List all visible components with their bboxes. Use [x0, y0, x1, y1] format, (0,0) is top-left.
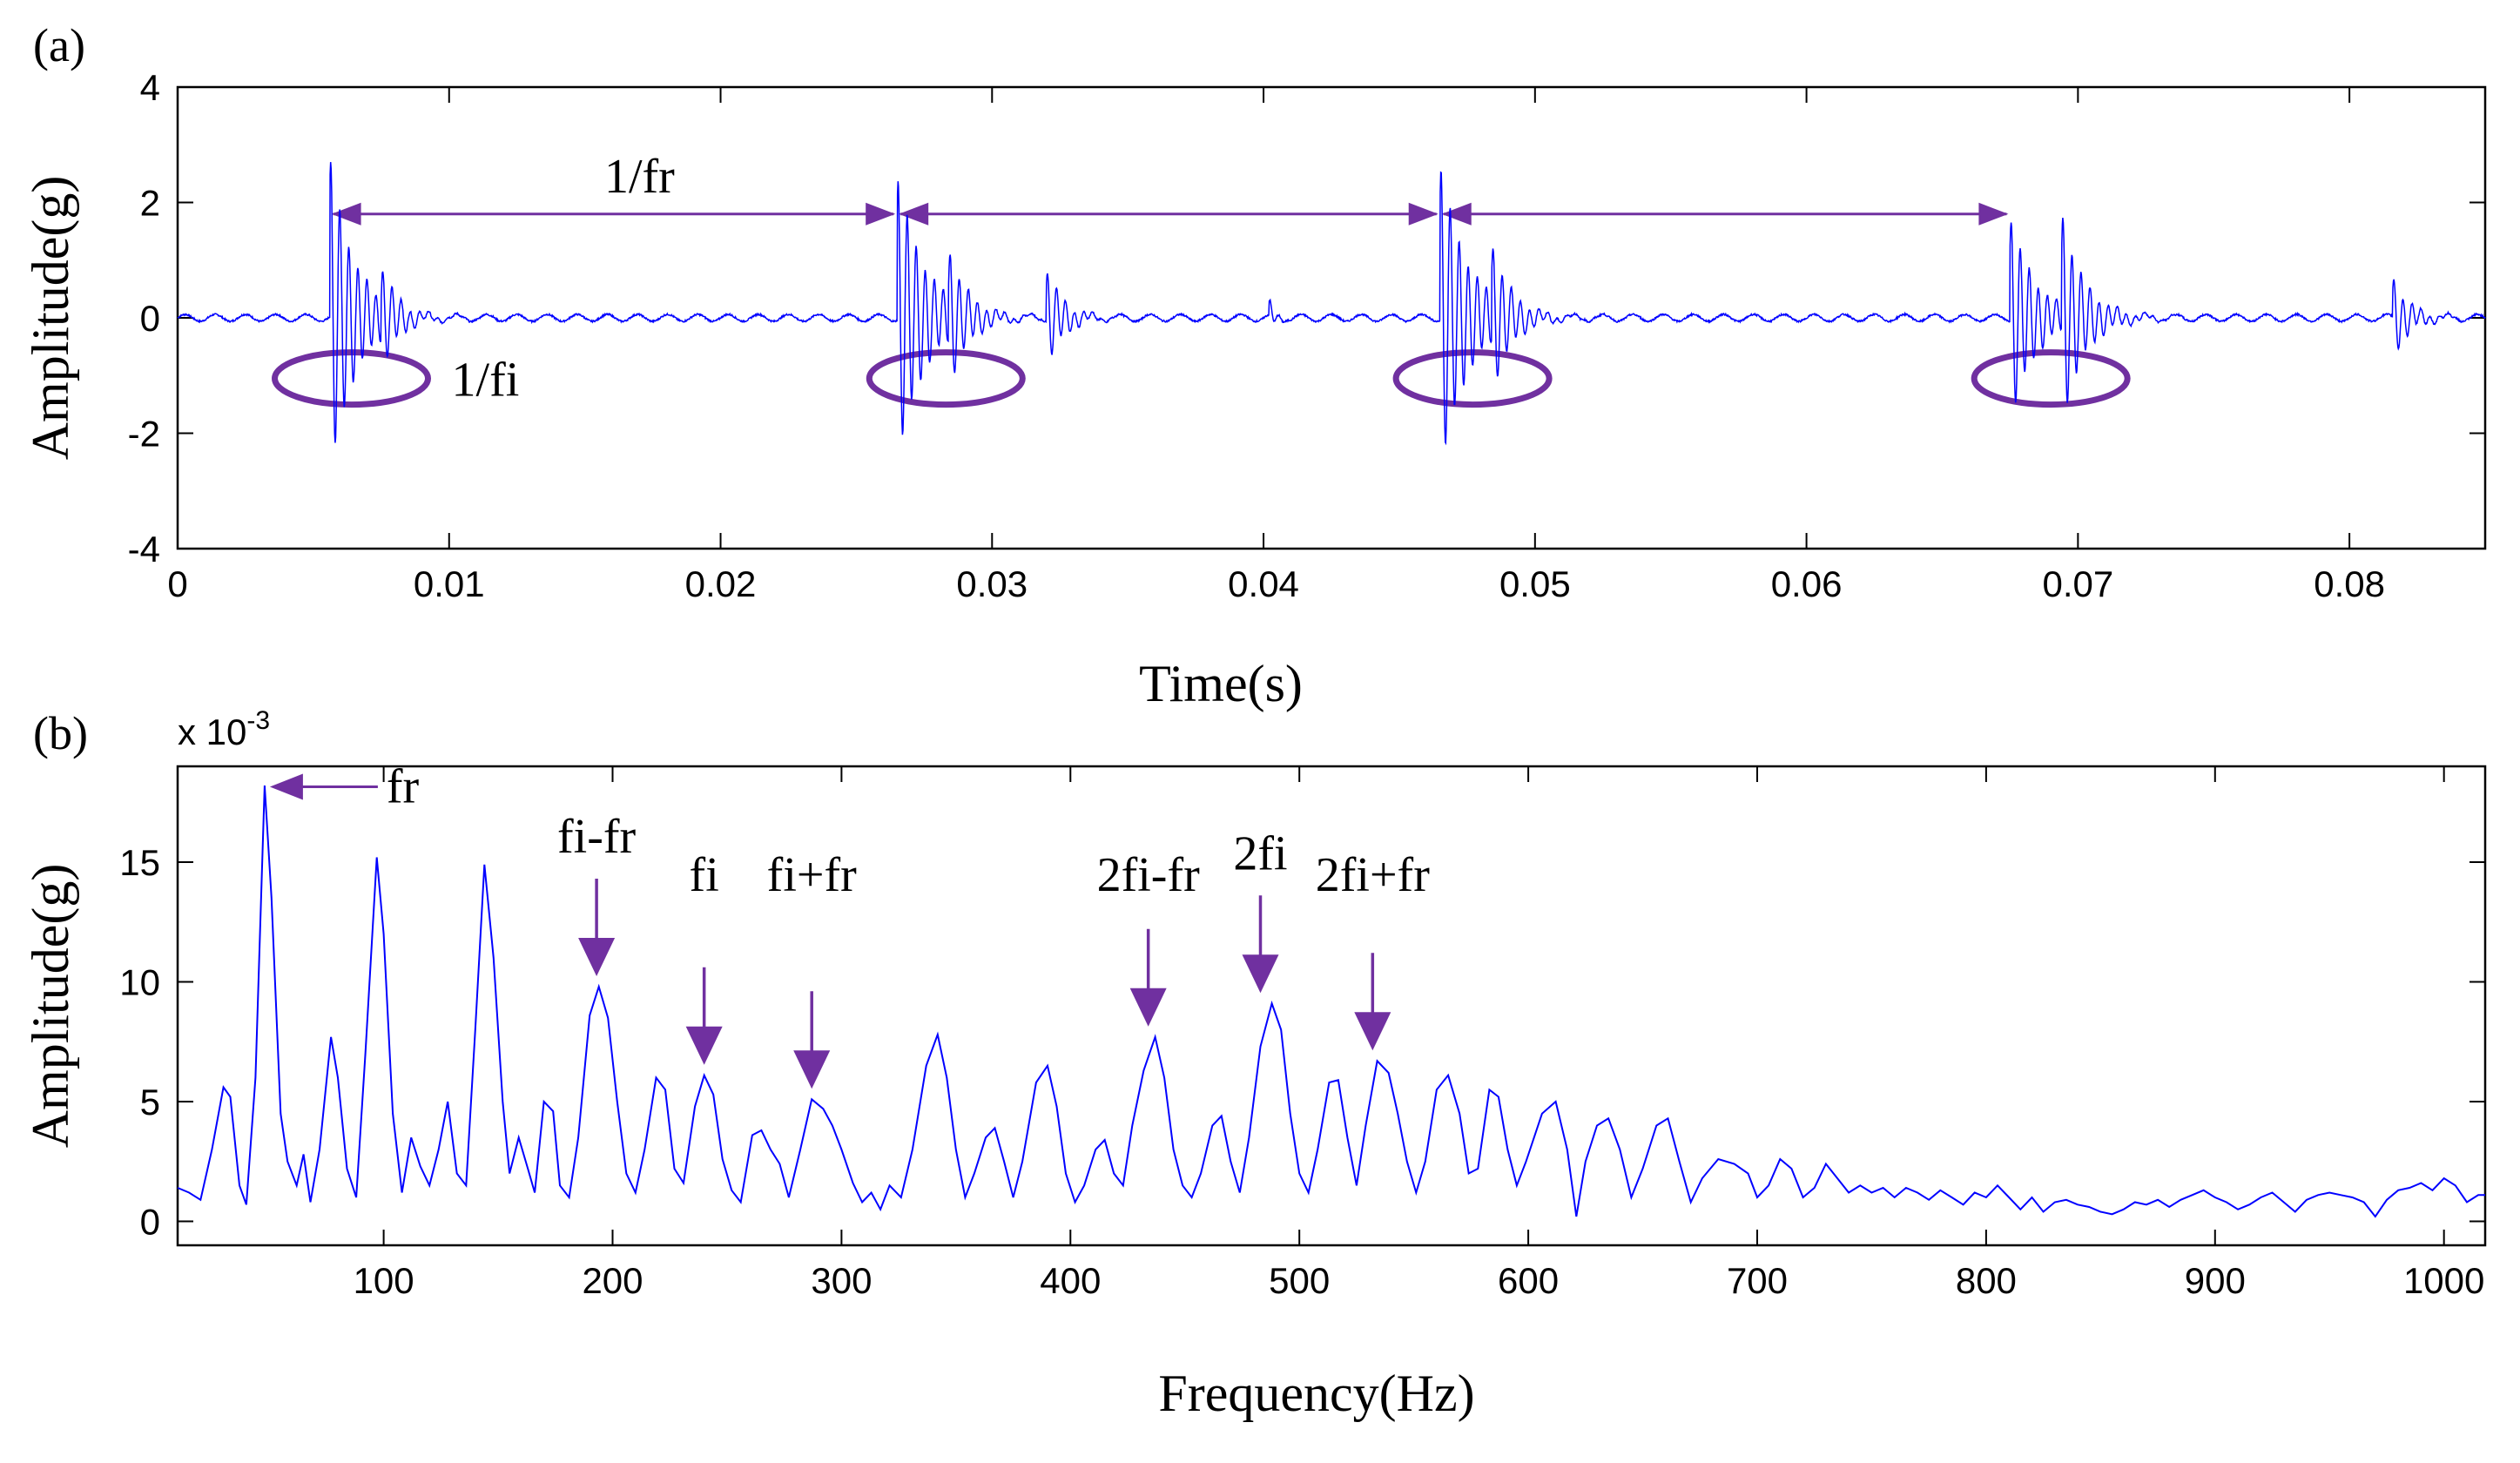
x-tick-label: 400	[1040, 1260, 1101, 1301]
panel-b-y-multiplier-exponent: -3	[246, 706, 270, 735]
y-tick-label: 10	[119, 962, 160, 1003]
x-tick-label: 100	[354, 1260, 414, 1301]
period-arrow-head-left	[1441, 202, 1472, 226]
x-tick-label: 0.03	[956, 563, 1028, 604]
impulse-ellipse	[866, 349, 1026, 408]
peak-label: 2fi+fr	[1316, 848, 1430, 902]
x-tick-label: 0.05	[1499, 563, 1571, 604]
fr-arrow-head	[269, 773, 303, 800]
x-tick-label: 900	[2185, 1260, 2246, 1301]
fr-label: fr	[387, 760, 420, 814]
panel-b-plot-frame	[176, 765, 2487, 1247]
peak-arrow-head	[1242, 954, 1279, 994]
peak-label: fi+fr	[767, 848, 857, 902]
x-tick-label: 300	[811, 1260, 872, 1301]
impulse-ellipse	[1392, 349, 1553, 408]
x-tick-label: 0.02	[685, 563, 757, 604]
x-tick-label: 0.04	[1228, 563, 1299, 604]
x-tick-label: 500	[1269, 1260, 1330, 1301]
panel-a-x-axis-label: Time(s)	[1139, 655, 1303, 712]
x-tick-label: 700	[1727, 1260, 1788, 1301]
period-arrow-head-left	[899, 202, 929, 226]
impulse-ellipse	[1971, 349, 2131, 408]
panel-a-signal-line	[177, 162, 2486, 446]
panel-a-annotations: 1/fr 1/fi	[272, 150, 2131, 408]
x-tick-label: 0.07	[2042, 563, 2113, 604]
x-tick-label: 1000	[2403, 1260, 2484, 1301]
peak-label: 2fi-fr	[1097, 848, 1201, 902]
peak-arrow-head	[793, 1050, 831, 1089]
peak-label: 2fi	[1233, 826, 1287, 880]
y-tick-label: 5	[140, 1082, 160, 1123]
x-tick-label: 0.08	[2314, 563, 2385, 604]
peak-arrow-head	[685, 1026, 723, 1065]
panel-a-y-axis-label: Amplitude(g)	[22, 176, 79, 461]
x-tick-label: 800	[1956, 1260, 2017, 1301]
panel-b-x-axis-label: Frequency(Hz)	[1158, 1365, 1474, 1422]
y-tick-label: 2	[140, 183, 160, 224]
peak-arrow-head	[1354, 1012, 1391, 1051]
y-tick-label: 0	[140, 298, 160, 339]
panel-b-x-ticks: 100 200 300 400 500 600 700 800 900 1000	[354, 766, 2484, 1301]
panel-a: (a) -4 -2 0 2 4 0 0.01 0.02 0.03 0.04 0.05 0.06 0.0…	[22, 19, 2487, 712]
peak-arrow-head	[578, 938, 616, 976]
panel-b-y-axis-label: Amplitude(g)	[22, 864, 79, 1149]
x-tick-label: 0.01	[414, 563, 485, 604]
y-tick-label: -2	[128, 414, 160, 455]
panel-b-y-multiplier-base: x 10	[178, 711, 246, 752]
panel-b-label: (b)	[33, 707, 88, 759]
x-tick-label: 0	[167, 563, 187, 604]
panel-b: (b) x 10-3 0 5 10 15 100 200 300 400 500 600 700 8…	[22, 706, 2487, 1422]
y-tick-label: 15	[119, 842, 160, 883]
panel-a-y-ticks: -4 -2 0 2 4	[128, 67, 2485, 570]
period-arrow-head-right	[1408, 202, 1439, 226]
period-label-1-over-fi: 1/fi	[452, 354, 520, 408]
x-tick-label: 200	[582, 1260, 643, 1301]
period-arrow-head-right	[1978, 202, 2009, 226]
panel-a-x-ticks: 0 0.01 0.02 0.03 0.04 0.05 0.06 0.07 0.08	[167, 87, 2385, 604]
x-tick-label: 0.06	[1771, 563, 1843, 604]
period-arrow-head-left	[331, 202, 361, 226]
impulse-ellipse	[272, 349, 432, 408]
panel-b-y-ticks: 0 5 10 15	[119, 842, 2485, 1243]
peak-label: fi-fr	[557, 810, 637, 864]
y-tick-label: -4	[128, 529, 160, 570]
panel-a-label: (a)	[33, 19, 85, 71]
y-tick-label: 0	[140, 1202, 160, 1243]
period-label-1-over-fr: 1/fr	[604, 150, 675, 204]
peak-label: fi	[690, 848, 719, 902]
panel-b-annotations: fr fi-fr fi fi+fr 2fi-fr 2fi 2fi+fr	[269, 760, 1430, 1089]
peak-arrow-head	[1129, 988, 1167, 1027]
panel-b-spectrum-line	[177, 785, 2485, 1218]
x-tick-label: 600	[1498, 1260, 1559, 1301]
panel-b-y-multiplier: x 10-3	[178, 706, 270, 752]
period-arrow-head-right	[866, 202, 896, 226]
y-tick-label: 4	[140, 67, 160, 108]
